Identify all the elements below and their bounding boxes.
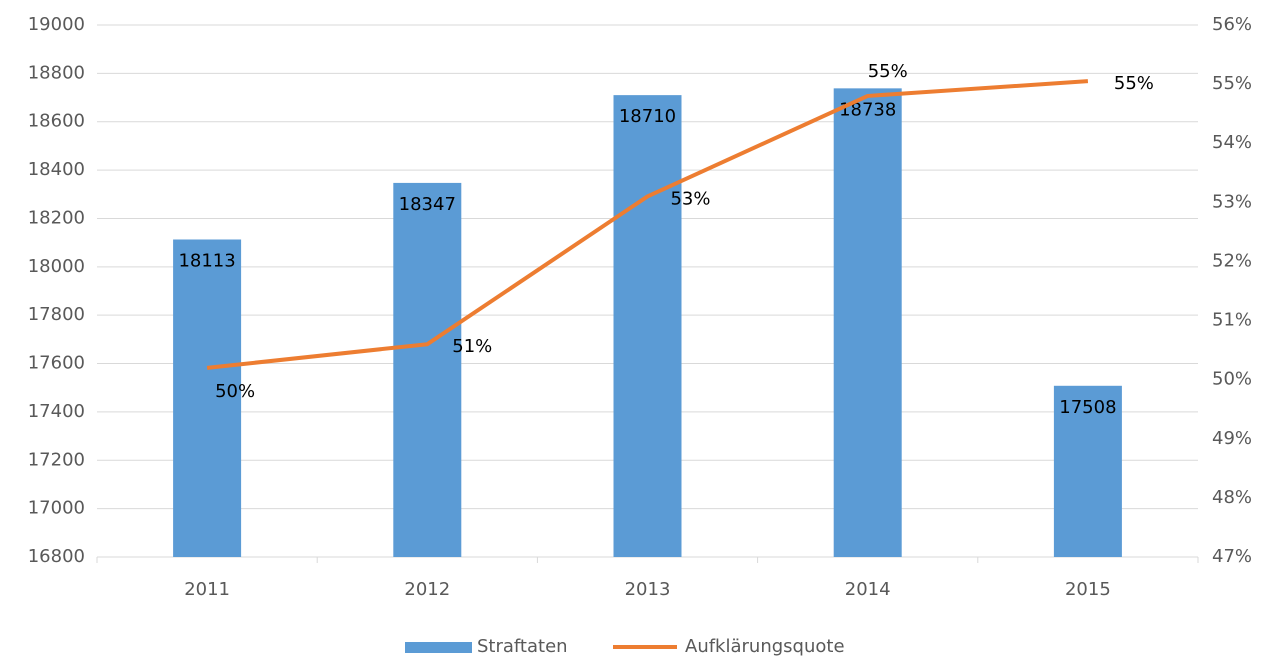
x-tick-label: 2015 (1065, 579, 1111, 600)
bar-value-label: 18113 (178, 250, 235, 271)
x-tick-label: 2011 (184, 579, 230, 600)
line-value-label: 55% (1114, 73, 1154, 94)
bar-value-label: 18347 (399, 194, 456, 215)
y2-tick-label: 49% (1212, 428, 1252, 449)
y2-tick-label: 55% (1212, 73, 1252, 94)
y-tick-label: 18200 (28, 207, 85, 228)
y-tick-label: 18800 (28, 62, 85, 83)
y-tick-label: 17600 (28, 353, 85, 374)
legend-label: Aufklärungsquote (685, 636, 845, 657)
x-tick-label: 2013 (625, 579, 671, 600)
bar (613, 95, 682, 558)
bar (393, 182, 462, 557)
line-value-label: 55% (868, 61, 908, 82)
bar-value-label: 18710 (619, 106, 676, 127)
y2-tick-label: 50% (1212, 369, 1252, 390)
y-tick-label: 18000 (28, 256, 85, 277)
line-value-label: 53% (670, 188, 710, 209)
legend-label: Straftaten (477, 636, 568, 657)
bar (173, 239, 242, 557)
y2-tick-label: 56% (1212, 14, 1252, 35)
y-tick-label: 18400 (28, 159, 85, 180)
y-tick-label: 17800 (28, 304, 85, 325)
y2-tick-label: 54% (1212, 132, 1252, 153)
bar (1053, 385, 1122, 557)
y2-tick-label: 48% (1212, 487, 1252, 508)
y-tick-label: 17200 (28, 449, 85, 470)
y-tick-label: 18600 (28, 111, 85, 132)
line-value-label: 51% (452, 336, 492, 357)
y-tick-label: 17400 (28, 401, 85, 422)
y-tick-label: 16800 (28, 546, 85, 567)
x-tick-label: 2014 (845, 579, 891, 600)
legend-swatch (405, 642, 472, 653)
y2-tick-label: 51% (1212, 310, 1252, 331)
bar-value-label: 17508 (1059, 397, 1116, 418)
x-tick-label: 2012 (404, 579, 450, 600)
y-tick-label: 17000 (28, 498, 85, 519)
bar (833, 88, 902, 558)
y2-tick-label: 47% (1212, 546, 1252, 567)
bar-value-label: 18738 (839, 99, 896, 120)
y-tick-label: 19000 (28, 14, 85, 35)
y2-tick-label: 52% (1212, 250, 1252, 271)
y2-tick-label: 53% (1212, 191, 1252, 212)
line-value-label: 50% (215, 381, 255, 402)
line (206, 79, 1089, 370)
